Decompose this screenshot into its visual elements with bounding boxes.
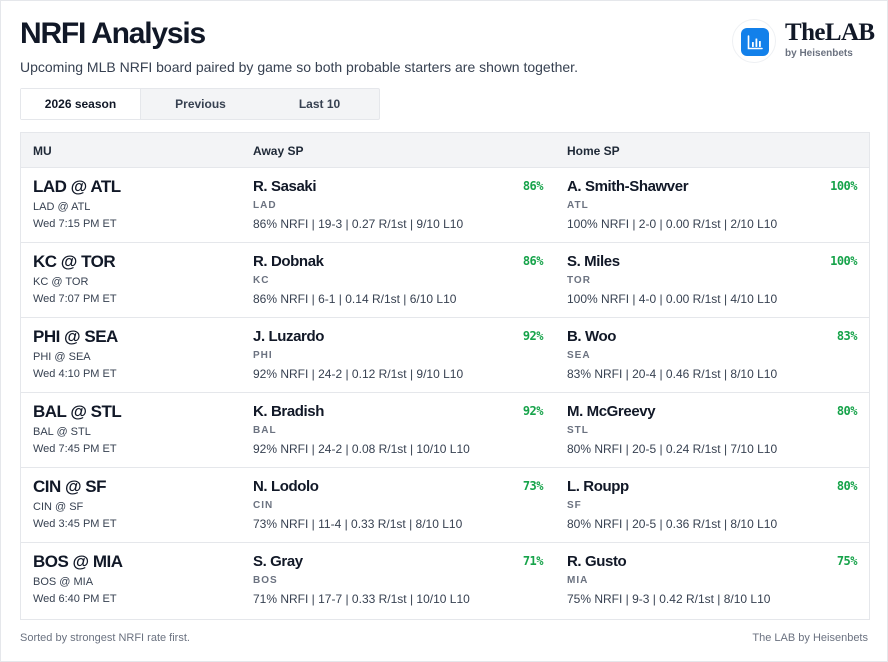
- nrfi-table: MU Away SP Home SP LAD @ ATL LAD @ ATL W…: [20, 132, 870, 620]
- matchup-title: PHI @ SEA: [33, 327, 118, 346]
- team-abbr: PHI: [253, 350, 273, 361]
- nrfi-percent: 75%: [836, 554, 858, 568]
- table-row[interactable]: LAD @ ATL LAD @ ATL Wed 7:15 PM ET R. Sa…: [21, 168, 869, 243]
- table-header: MU Away SP Home SP: [21, 133, 869, 168]
- page-subtitle: Upcoming MLB NRFI board paired by game s…: [20, 59, 578, 75]
- brand-logo-badge: [741, 28, 769, 56]
- brand: TheLAB by Heisenbets: [732, 19, 877, 65]
- pitcher-name: S. Gray: [253, 553, 303, 570]
- matchup-title: KC @ TOR: [33, 252, 116, 271]
- pitcher-stats: 80% NRFI | 20-5 | 0.36 R/1st | 8/10 L10: [567, 517, 778, 531]
- pitcher-name: K. Bradish: [253, 403, 325, 420]
- game-time: Wed 4:10 PM ET: [33, 368, 117, 380]
- pitcher-stats: 83% NRFI | 20-4 | 0.46 R/1st | 8/10 L10: [567, 367, 778, 381]
- table-row[interactable]: CIN @ SF CIN @ SF Wed 3:45 PM ET N. Lodo…: [21, 468, 869, 543]
- nrfi-percent: 71%: [522, 554, 544, 568]
- table-row[interactable]: BOS @ MIA BOS @ MIA Wed 6:40 PM ET S. Gr…: [21, 543, 869, 618]
- pitcher-stats: 86% NRFI | 6-1 | 0.14 R/1st | 6/10 L10: [253, 292, 457, 306]
- matchup-title: BOS @ MIA: [33, 552, 123, 571]
- pitcher-name: N. Lodolo: [253, 478, 319, 495]
- nrfi-percent: 73%: [522, 479, 544, 493]
- bar-chart-icon: [747, 35, 763, 50]
- brand-name: TheLAB: [785, 19, 875, 46]
- brand-byline: by Heisenbets: [785, 48, 853, 59]
- tab-last-10[interactable]: Last 10: [298, 97, 341, 111]
- pitcher-stats: 100% NRFI | 4-0 | 0.00 R/1st | 4/10 L10: [567, 292, 778, 306]
- team-abbr: TOR: [567, 275, 591, 286]
- table-row[interactable]: BAL @ STL BAL @ STL Wed 7:45 PM ET K. Br…: [21, 393, 869, 468]
- tab-2026-season[interactable]: 2026 season: [21, 89, 141, 119]
- team-abbr: CIN: [253, 500, 274, 511]
- matchup-subtitle: CIN @ SF: [33, 501, 84, 513]
- pitcher-stats: 92% NRFI | 24-2 | 0.08 R/1st | 10/10 L10: [253, 442, 470, 456]
- nrfi-percent: 100%: [830, 179, 857, 193]
- nrfi-percent: 80%: [836, 479, 858, 493]
- game-time: Wed 3:45 PM ET: [33, 518, 117, 530]
- game-time: Wed 7:07 PM ET: [33, 293, 117, 305]
- pitcher-stats: 75% NRFI | 9-3 | 0.42 R/1st | 8/10 L10: [567, 592, 771, 606]
- pitcher-stats: 73% NRFI | 11-4 | 0.33 R/1st | 8/10 L10: [253, 517, 463, 531]
- pitcher-stats: 80% NRFI | 20-5 | 0.24 R/1st | 7/10 L10: [567, 442, 778, 456]
- pitcher-stats: 71% NRFI | 17-7 | 0.33 R/1st | 10/10 L10: [253, 592, 470, 606]
- column-header-away-sp: Away SP: [253, 144, 304, 158]
- team-abbr: STL: [567, 425, 589, 436]
- matchup-subtitle: BAL @ STL: [33, 426, 91, 438]
- nrfi-percent: 92%: [522, 404, 544, 418]
- pitcher-name: R. Dobnak: [253, 253, 324, 270]
- game-time: Wed 7:45 PM ET: [33, 443, 117, 455]
- team-abbr: MIA: [567, 575, 589, 586]
- pitcher-name: L. Roupp: [567, 478, 629, 495]
- table-body: LAD @ ATL LAD @ ATL Wed 7:15 PM ET R. Sa…: [21, 168, 869, 618]
- footer-note: Sorted by strongest NRFI rate first.: [20, 632, 190, 644]
- column-header-home-sp: Home SP: [567, 144, 620, 158]
- game-time: Wed 7:15 PM ET: [33, 218, 117, 230]
- matchup-subtitle: PHI @ SEA: [33, 351, 91, 363]
- nrfi-percent: 86%: [522, 179, 544, 193]
- team-abbr: KC: [253, 275, 270, 286]
- nrfi-percent: 92%: [522, 329, 544, 343]
- matchup-subtitle: BOS @ MIA: [33, 576, 94, 588]
- pitcher-name: B. Woo: [567, 328, 616, 345]
- matchup-title: CIN @ SF: [33, 477, 107, 496]
- pitcher-stats: 100% NRFI | 2-0 | 0.00 R/1st | 2/10 L10: [567, 217, 778, 231]
- game-time: Wed 6:40 PM ET: [33, 593, 117, 605]
- team-abbr: BOS: [253, 575, 278, 586]
- pitcher-stats: 92% NRFI | 24-2 | 0.12 R/1st | 9/10 L10: [253, 367, 464, 381]
- matchup-title: LAD @ ATL: [33, 177, 121, 196]
- tab-previous[interactable]: Previous: [175, 97, 226, 111]
- column-header-mu: MU: [33, 144, 52, 158]
- team-abbr: SF: [567, 500, 582, 511]
- matchup-subtitle: LAD @ ATL: [33, 201, 91, 213]
- team-abbr: BAL: [253, 425, 277, 436]
- table-row[interactable]: KC @ TOR KC @ TOR Wed 7:07 PM ET R. Dobn…: [21, 243, 869, 318]
- pitcher-stats: 86% NRFI | 19-3 | 0.27 R/1st | 9/10 L10: [253, 217, 464, 231]
- pitcher-name: M. McGreevy: [567, 403, 656, 420]
- season-tabs: 2026 season Previous Last 10: [20, 88, 380, 120]
- pitcher-name: A. Smith-Shawver: [567, 178, 689, 195]
- nrfi-percent: 83%: [836, 329, 858, 343]
- table-row[interactable]: PHI @ SEA PHI @ SEA Wed 4:10 PM ET J. Lu…: [21, 318, 869, 393]
- pitcher-name: R. Gusto: [567, 553, 627, 570]
- nrfi-percent: 86%: [522, 254, 544, 268]
- footer-credit: The LAB by Heisenbets: [752, 632, 868, 644]
- team-abbr: ATL: [567, 200, 589, 211]
- team-abbr: SEA: [567, 350, 591, 361]
- pitcher-name: J. Luzardo: [253, 328, 325, 345]
- matchup-subtitle: KC @ TOR: [33, 276, 89, 288]
- matchup-title: BAL @ STL: [33, 402, 122, 421]
- nrfi-percent: 100%: [830, 254, 857, 268]
- nrfi-percent: 80%: [836, 404, 858, 418]
- pitcher-name: S. Miles: [567, 253, 620, 270]
- team-abbr: LAD: [253, 200, 277, 211]
- page-title: NRFI Analysis: [20, 17, 206, 50]
- pitcher-name: R. Sasaki: [253, 178, 317, 195]
- brand-logo: [732, 19, 776, 63]
